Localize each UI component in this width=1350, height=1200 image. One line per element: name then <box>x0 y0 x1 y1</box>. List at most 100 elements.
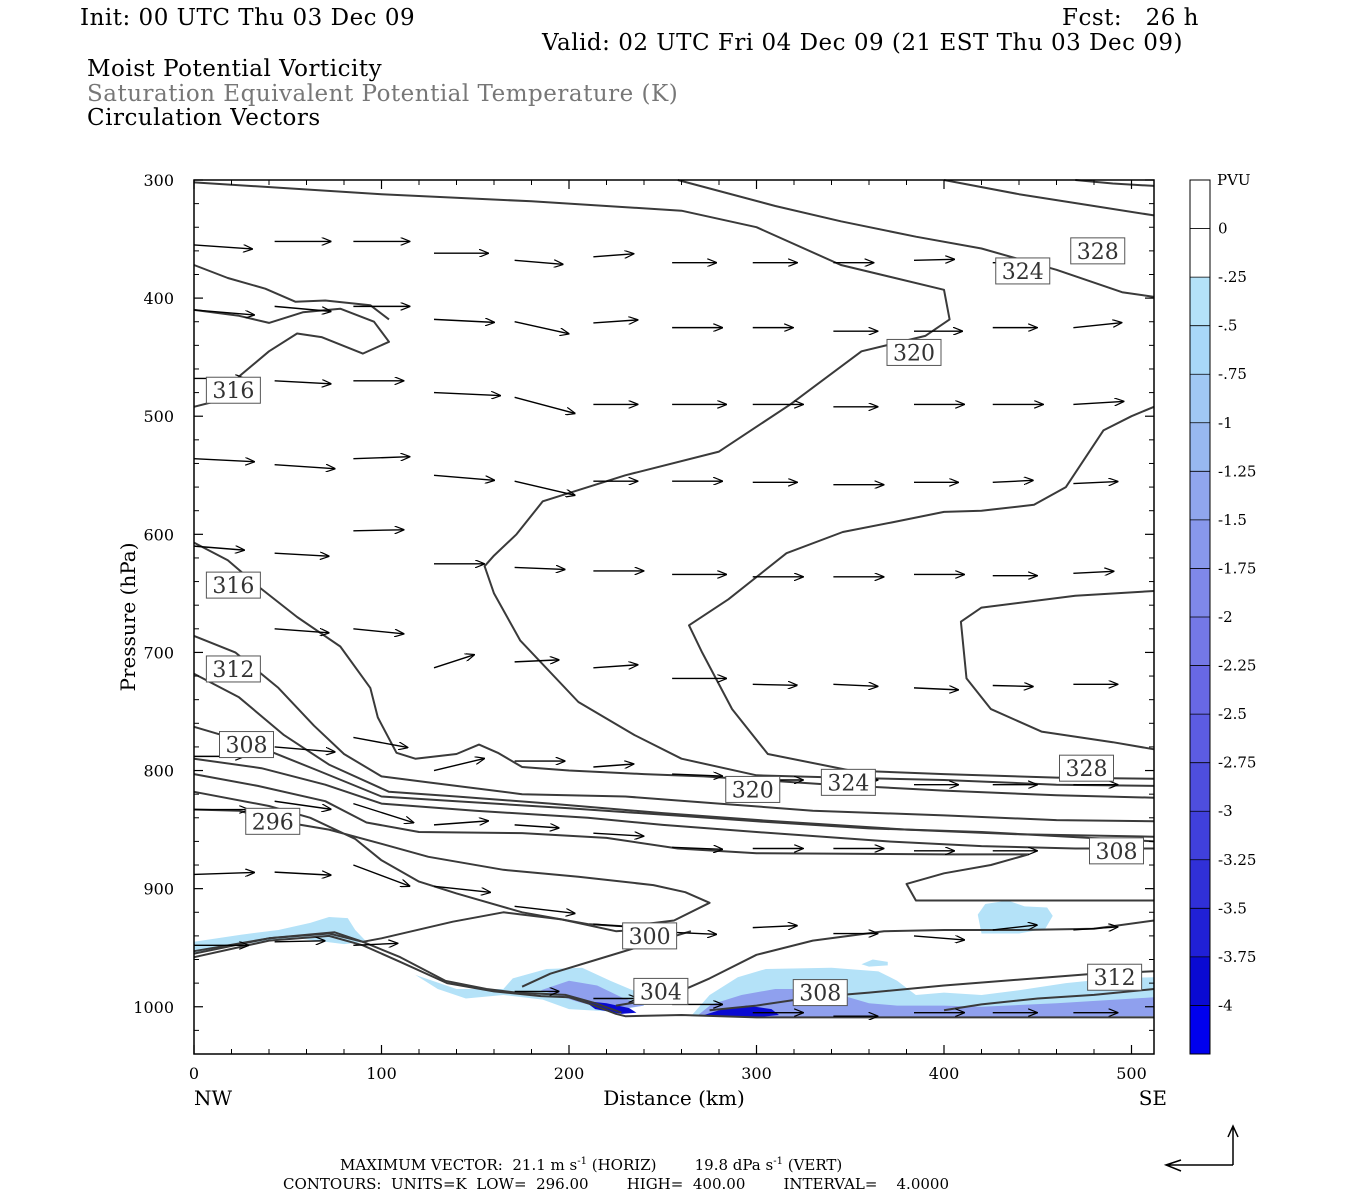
circulation-vector <box>1073 323 1121 329</box>
circulation-vector <box>353 943 397 945</box>
theta-es-contour <box>688 405 1155 780</box>
contour-label: 308 <box>226 734 268 759</box>
theta-es-contour <box>193 181 1155 787</box>
colorbar-swatch <box>1190 811 1210 861</box>
circulation-vector <box>193 244 252 249</box>
circulation-vector <box>514 260 563 264</box>
circulation-vector <box>433 319 494 322</box>
circulation-vector <box>353 457 409 459</box>
circulation-vector <box>992 686 1033 687</box>
contour-label-box <box>995 257 1051 285</box>
colorbar-swatch <box>1190 519 1210 569</box>
theta-es-contour <box>193 634 1155 823</box>
contour-label-box <box>792 979 848 1007</box>
circulation-vector <box>514 321 569 334</box>
theta-es-contour <box>193 934 1154 1019</box>
colorbar-swatch <box>1190 568 1210 618</box>
colorbar-label: -.5 <box>1218 317 1237 335</box>
circulation-vector <box>593 833 643 836</box>
colorbar-label: 0 <box>1218 220 1228 238</box>
circulation-vector <box>353 736 407 747</box>
y-tick-label: 1000 <box>133 998 174 1017</box>
contour-label: 316 <box>212 379 254 404</box>
colorbar-swatch <box>1190 374 1210 424</box>
x-tick-label: 100 <box>366 1064 397 1083</box>
circulation-vector <box>593 254 633 257</box>
circulation-vector <box>1073 571 1113 573</box>
colorbar-swatch <box>1190 908 1210 958</box>
x-tick-label: 200 <box>554 1064 585 1083</box>
x-tick-label: 500 <box>1116 1064 1147 1083</box>
contour-label-box <box>219 731 274 759</box>
theta-es-contour <box>193 932 622 1014</box>
circulation-vector <box>752 926 797 928</box>
circulation-vector <box>353 628 403 634</box>
contour-label: 300 <box>629 925 671 950</box>
circulation-vector <box>353 802 413 823</box>
circulation-vector <box>433 393 500 396</box>
colorbar-label: -2 <box>1218 608 1233 626</box>
contour-labels-layer: 316 320 324 328 316 312 308 296 320 324 328 308 300 3… <box>205 237 1144 1007</box>
colorbar-label: -3 <box>1218 802 1233 820</box>
colorbar-swatch <box>1190 325 1210 375</box>
contour-label: 324 <box>1002 260 1044 285</box>
colorbar-swatch <box>1190 277 1210 327</box>
circulation-vector <box>353 530 403 531</box>
plot-frame <box>193 179 1155 1055</box>
x-axis-title: Distance (km) <box>603 1086 745 1110</box>
circulation-vector <box>1073 482 1117 484</box>
x-tick-label: 400 <box>929 1064 960 1083</box>
contour-label-box <box>725 775 781 803</box>
colorbar-swatch <box>1190 180 1210 230</box>
circulation-vector <box>433 474 494 480</box>
circulation-vector <box>274 553 329 556</box>
circulation-vector <box>913 936 964 940</box>
theta-es-contour <box>677 179 1155 298</box>
circulation-vector <box>433 885 490 892</box>
contour-label: 304 <box>640 980 682 1005</box>
circulation-vector <box>274 746 335 752</box>
field-title-mpv: Moist Potential Vorticity <box>87 56 383 82</box>
theta-es-contour <box>193 725 1155 843</box>
theta-es-contour <box>1075 179 1155 187</box>
contour-label-box <box>1087 963 1143 991</box>
circulation-vector <box>274 381 331 384</box>
theta-es-contour <box>709 970 1155 1012</box>
circulation-vector <box>274 872 331 875</box>
colorbar-swatch <box>1190 228 1210 278</box>
x-tick-label: 300 <box>741 1064 772 1083</box>
contour-label-box <box>820 768 876 796</box>
contour-label-box <box>205 376 261 404</box>
circulation-vector <box>593 665 637 668</box>
circulation-vector <box>433 821 488 826</box>
circulation-vector <box>1073 401 1123 404</box>
contour-label: 308 <box>799 982 841 1007</box>
colorbar-swatch <box>1190 1005 1210 1055</box>
colorbar-label: -2.75 <box>1218 754 1256 772</box>
colorbar-unit: PVU <box>1217 171 1251 189</box>
circulation-vector <box>593 764 633 767</box>
contour-label: 320 <box>893 341 935 366</box>
colorbar-label: -2.5 <box>1218 705 1247 723</box>
circulation-vector <box>274 305 331 311</box>
max-vector-note: MAXIMUM VECTOR: 21.1 m s-1 (HORIZ) 19.8 … <box>340 1156 843 1174</box>
y-tick-label: 400 <box>143 289 174 308</box>
colorbar-label: -.75 <box>1218 365 1247 383</box>
mpv-region <box>861 959 888 967</box>
circulation-vector <box>514 905 575 913</box>
contour-label: 312 <box>1094 966 1136 991</box>
circulation-vector <box>514 567 565 569</box>
theta-es-contour <box>193 757 1154 850</box>
circulation-vector <box>274 800 331 809</box>
contour-label-box <box>1089 837 1144 865</box>
contours-note: CONTOURS: UNITS=K LOW= 296.00 HIGH= 400.… <box>283 1175 949 1193</box>
axes-layer: 300 400 500 600 700 800 900 1000 0 100 200 300 400 50… <box>133 171 1154 1083</box>
circulation-vectors-layer <box>193 241 1123 1016</box>
theta-es-contour <box>193 307 390 408</box>
x-right-end-label: SE <box>1139 1086 1167 1110</box>
circulation-vector <box>992 480 1033 482</box>
circulation-vector <box>514 396 575 413</box>
contour-label: 312 <box>212 658 254 683</box>
circulation-vector <box>353 864 409 886</box>
contour-label: 328 <box>1066 757 1108 782</box>
